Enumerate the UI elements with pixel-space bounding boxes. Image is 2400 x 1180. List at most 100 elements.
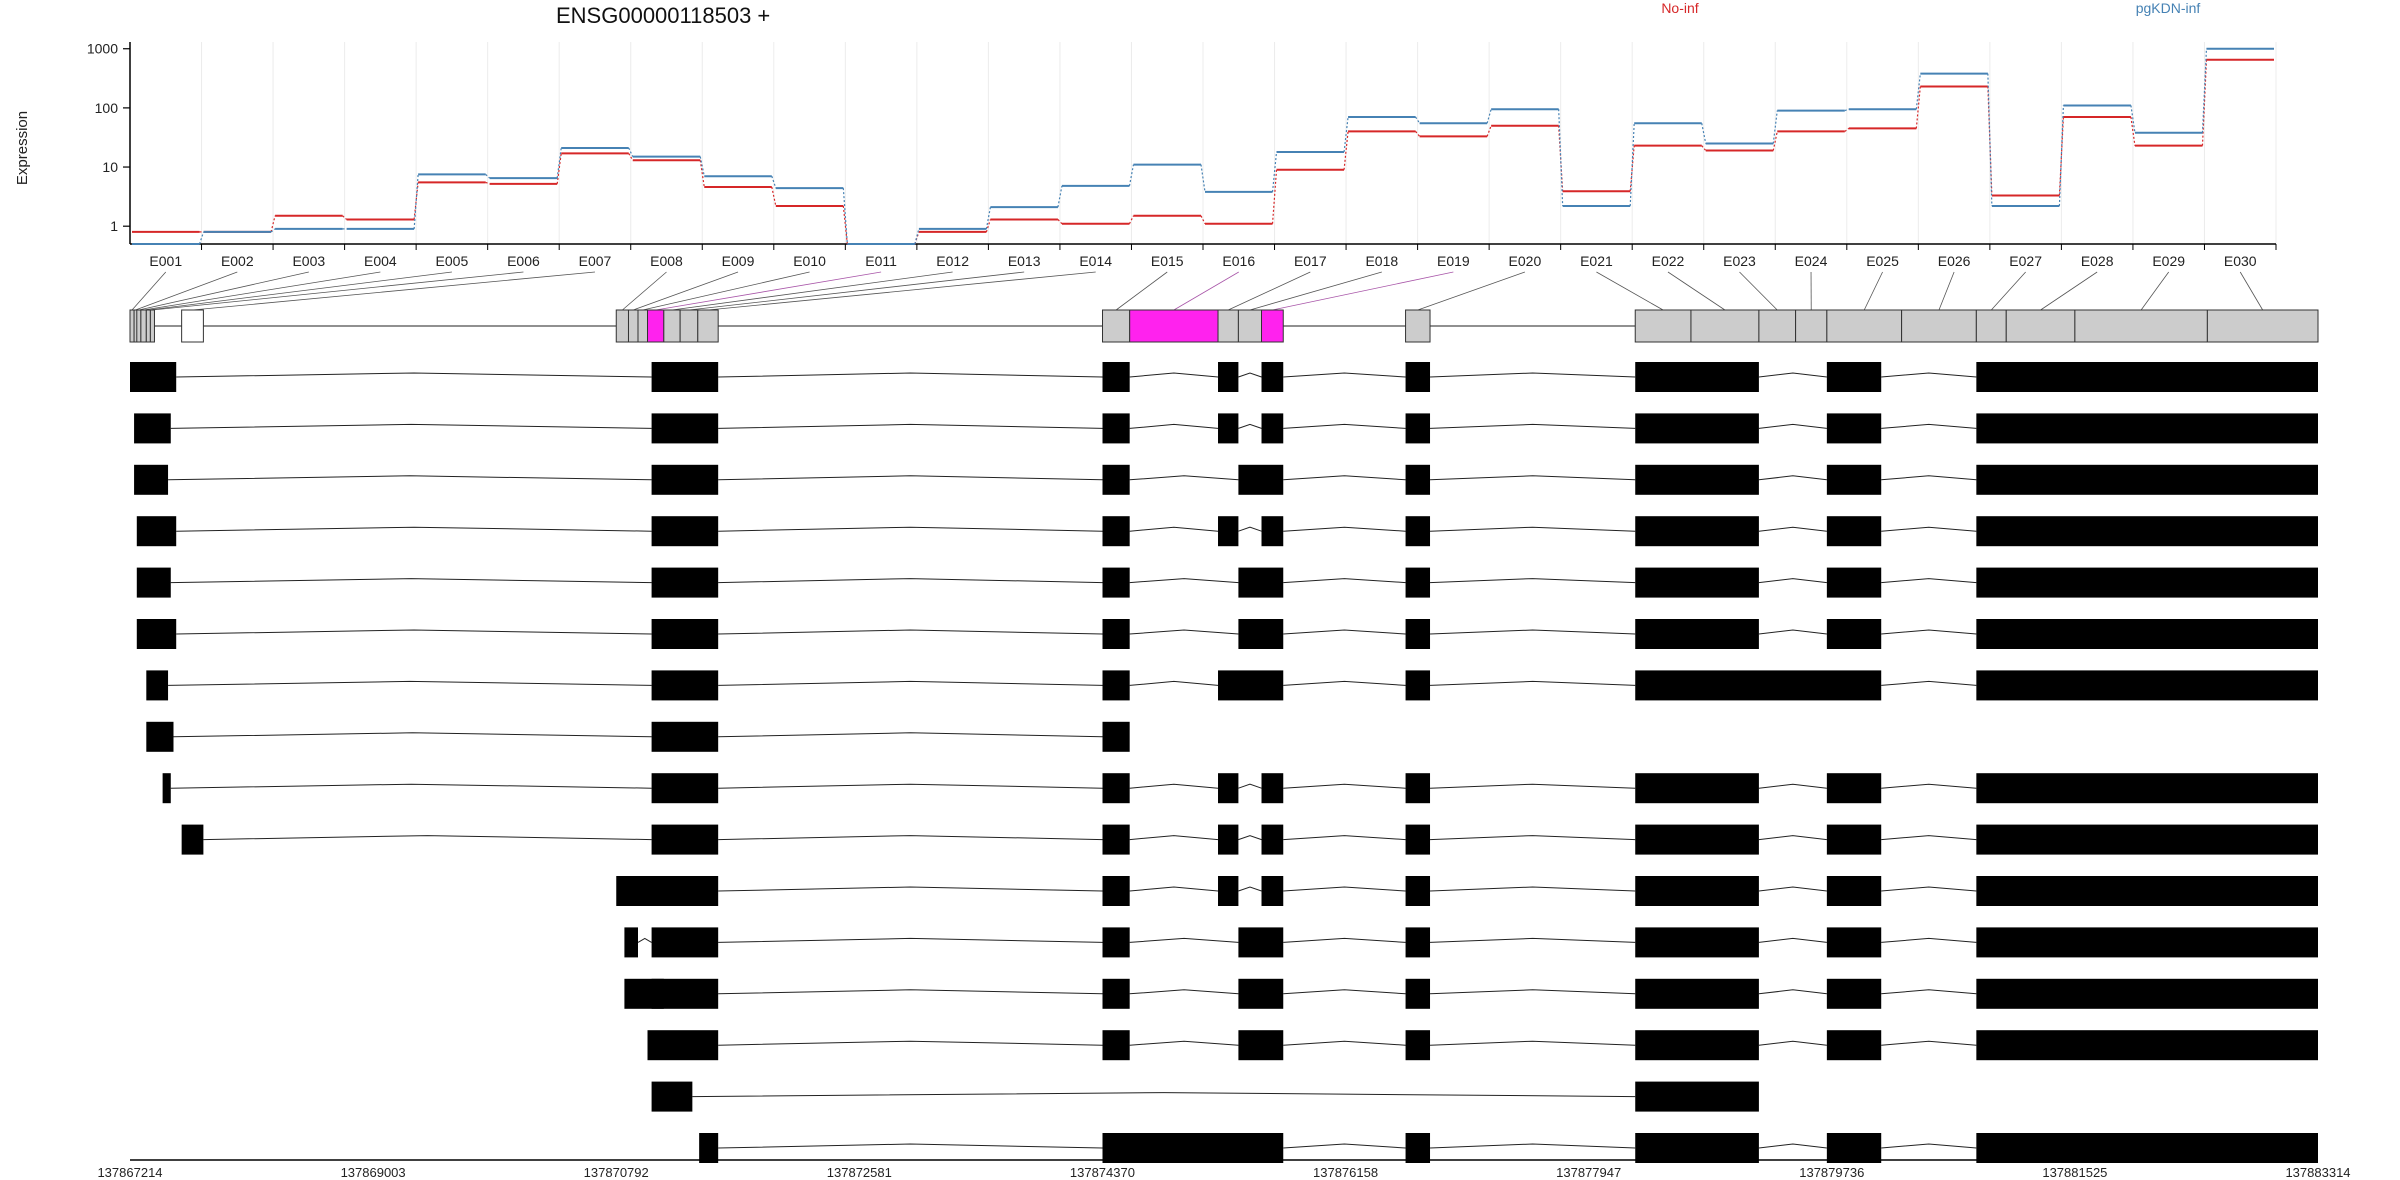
transcript-exon [651, 978, 719, 1009]
transcript-exon [1635, 619, 1759, 649]
transcript-intron [1129, 989, 1239, 995]
gene-model-track [129, 309, 2319, 343]
x-tick-label: E029 [2152, 253, 2185, 269]
series-connector [1772, 110, 1778, 144]
transcript-intron [718, 989, 1103, 995]
transcript-exon [1405, 567, 1431, 598]
transcript-intron [1430, 783, 1636, 789]
exon-connector [2140, 271, 2170, 311]
series-connector [1343, 116, 1349, 153]
transcript-intron [1758, 475, 1827, 481]
transcript-intron [718, 578, 1103, 584]
x-tick-label: E002 [221, 253, 254, 269]
transcript-intron [170, 423, 652, 429]
transcript-exon [1405, 619, 1431, 649]
coordinate-tick-label: 137881525 [2042, 1165, 2107, 1180]
transcript-exon [1102, 413, 1130, 444]
transcript-intron [176, 526, 652, 532]
x-tick-label: E021 [1580, 253, 1613, 269]
exon-bin [1975, 309, 2007, 343]
exon-bin [647, 309, 665, 343]
transcript-intron [1129, 835, 1219, 841]
exon-connector [1596, 271, 1664, 311]
transcript-intron [718, 886, 1103, 892]
exon-connector [152, 271, 524, 311]
transcript-exon [1218, 362, 1239, 392]
transcript-intron [1430, 372, 1636, 378]
transcript-intron [1430, 526, 1636, 532]
series-connector [485, 181, 490, 185]
exon-connector-lines [131, 271, 2264, 311]
transcript-exon [1976, 1030, 2318, 1061]
series-connector [1701, 123, 1707, 144]
transcript-intron [1238, 423, 1262, 429]
transcript-exon [1635, 1030, 1759, 1061]
x-tick-label: E003 [292, 253, 325, 269]
transcript-exon [1102, 824, 1130, 855]
exon-connector [148, 271, 452, 311]
transcript-exon [1261, 516, 1284, 547]
x-tick-label: E006 [507, 253, 540, 269]
transcript-exon [1405, 516, 1431, 547]
x-tick-label: E030 [2224, 253, 2257, 269]
series-connector [270, 228, 276, 233]
transcript-intron [1283, 680, 1406, 686]
exon-connector [192, 271, 596, 311]
coordinate-tick-label: 137874370 [1070, 1165, 1135, 1180]
transcript-intron [718, 475, 1103, 481]
transcript-exon [1261, 824, 1284, 855]
exon-bin [1405, 309, 1431, 343]
transcript-intron [1129, 937, 1239, 943]
transcript-intron [718, 937, 1103, 943]
exon-bin [2206, 309, 2319, 343]
transcript-exon [1976, 670, 2318, 701]
chart-title: ENSG00000118503 + [556, 3, 770, 28]
transcript-intron [1881, 526, 1977, 532]
transcript-exon [1826, 516, 1882, 547]
exon-connector [1417, 271, 1526, 311]
exon-connector [1115, 271, 1168, 311]
transcript-exon [1102, 978, 1130, 1009]
x-tick-label: E023 [1723, 253, 1756, 269]
transcript-exon [1238, 619, 1284, 649]
exon-connector [1863, 271, 1883, 311]
transcript-exon [134, 464, 169, 495]
series-connector [628, 147, 634, 157]
transcript-intron [1758, 372, 1827, 378]
transcript-exon [162, 773, 171, 804]
transcript-intron [1881, 578, 1977, 584]
exon-bin [627, 309, 639, 343]
transcript-intron [1283, 937, 1406, 943]
x-tick-label: E010 [793, 253, 826, 269]
transcript-exon [1976, 362, 2318, 392]
transcript-exon [1405, 978, 1431, 1009]
transcript-intron [1283, 475, 1406, 481]
transcript-exon [1261, 413, 1284, 444]
exon-connector [688, 271, 1025, 311]
transcript-exon [1405, 927, 1431, 958]
transcript-exon [1238, 927, 1284, 958]
transcript-exon [1261, 773, 1284, 804]
series-connector [1271, 151, 1278, 192]
transcript-exon [1405, 773, 1431, 804]
x-tick-label: E027 [2009, 253, 2042, 269]
transcript-intron [718, 1040, 1103, 1046]
transcript-intron [1238, 835, 1262, 841]
transcript-exon [651, 362, 719, 392]
exon-bin [663, 309, 681, 343]
transcript-intron [1129, 680, 1219, 686]
exon-connector [1938, 271, 1955, 311]
transcript-intron [1430, 835, 1636, 841]
series-connector [1844, 108, 1849, 112]
x-tick-label: E028 [2081, 253, 2114, 269]
coordinate-tick-label: 137877947 [1556, 1165, 1621, 1180]
exon-bin [1901, 309, 1977, 343]
transcript-exon [1635, 464, 1759, 495]
transcript-intron [718, 423, 1103, 429]
series-connector [2130, 105, 2136, 133]
x-tick-label: E007 [579, 253, 612, 269]
transcript-intron [1430, 680, 1636, 686]
transcript-intron [1283, 526, 1406, 532]
transcript-exon [1826, 362, 1882, 392]
transcript-exon [1976, 464, 2318, 495]
